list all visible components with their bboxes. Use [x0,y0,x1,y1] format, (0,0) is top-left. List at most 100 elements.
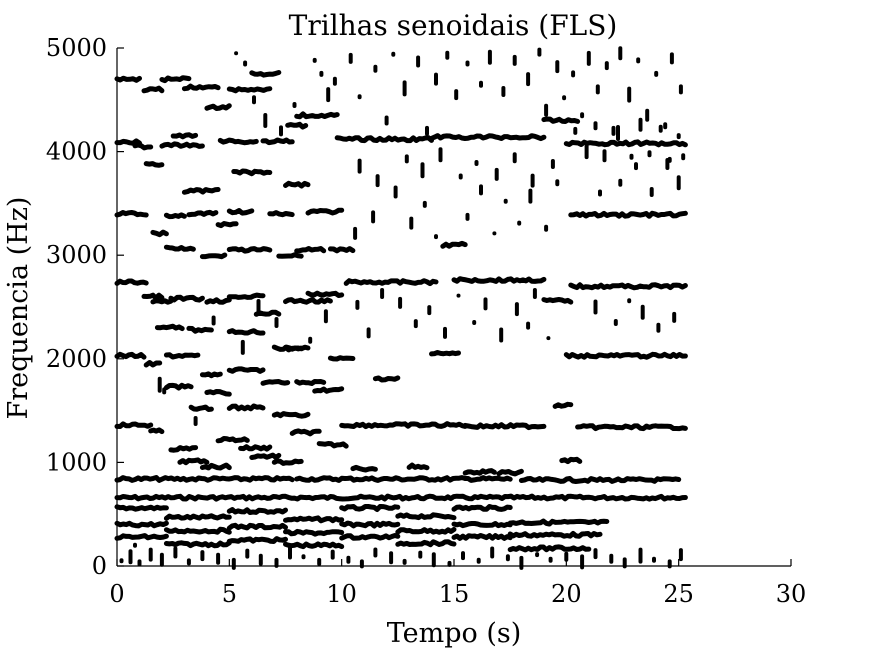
point-132 [618,46,622,60]
track-61 [315,389,342,392]
track-96 [286,183,309,186]
point-16 [331,550,335,560]
track-110 [263,140,292,143]
track-78 [308,293,342,295]
track-79 [346,281,436,284]
track-108 [220,140,256,143]
point-57 [443,327,447,339]
point-149 [668,157,672,163]
point-135 [645,109,649,122]
point-100 [513,152,517,163]
point-123 [544,104,548,117]
point-10 [245,549,249,559]
point-154 [252,95,256,104]
point-122 [537,48,541,57]
track-119 [162,78,189,81]
track-20 [117,536,166,539]
track-15 [286,531,342,534]
point-91 [677,175,681,190]
y-tick-label-0: 0 [92,552,107,580]
point-126 [571,70,575,77]
track-80 [454,279,544,282]
point-2 [138,559,142,566]
track-37 [292,431,319,434]
track-17 [398,529,454,532]
track-85 [166,215,184,217]
point-7 [200,550,204,561]
point-44 [194,416,198,426]
point-85 [555,179,559,186]
track-29 [151,430,162,432]
point-26 [477,558,481,564]
track-91 [229,211,252,214]
point-68 [627,298,631,303]
track-94 [270,213,292,215]
track-32 [202,465,229,468]
point-98 [475,160,479,166]
point-6 [187,558,191,565]
track-64 [432,353,459,354]
track-24 [342,536,398,539]
x-tick-label-0: 0 [109,580,124,608]
track-5 [166,516,229,519]
x-tick-label-1: 5 [222,580,237,608]
y-tick-label-1: 1000 [46,448,107,476]
track-92 [229,249,269,252]
point-155 [263,113,267,128]
point-78 [466,213,470,221]
point-39 [668,559,672,568]
track-10 [454,507,510,510]
track-54 [207,392,229,395]
chart-title: Trilhas senoidais (FLS) [289,9,618,42]
point-137 [663,122,667,129]
track-82 [571,285,686,288]
point-128 [587,51,591,66]
point-118 [488,50,492,65]
track-47 [578,426,686,429]
point-29 [519,556,523,570]
x-tick-label-5: 25 [663,580,694,608]
point-50 [324,309,328,323]
point-115 [454,89,458,100]
point-99 [495,168,499,181]
point-75 [409,217,413,230]
track-117 [117,78,140,80]
point-125 [562,95,566,100]
track-70 [171,297,203,300]
point-111 [416,56,420,68]
point-14 [302,554,306,559]
point-159 [326,87,330,102]
point-59 [472,320,476,325]
track-105 [162,144,203,147]
track-103 [135,145,151,148]
y-tick-label-3: 3000 [46,241,107,269]
track-41 [409,465,427,468]
track-69 [157,326,182,328]
track-1 [117,478,292,481]
track-106 [173,135,195,137]
point-21 [403,559,407,565]
point-73 [371,210,375,223]
x-tick-label-6: 30 [776,580,807,608]
point-117 [479,81,483,88]
track-4 [117,507,166,509]
track-86 [166,247,193,249]
point-1 [129,549,133,564]
point-34 [594,548,598,559]
track-121 [252,73,279,76]
track-113 [337,138,431,141]
point-87 [618,179,622,187]
x-tick-label-2: 10 [326,580,357,608]
track-40 [353,467,376,470]
point-151 [681,153,685,160]
point-3 [149,548,153,562]
track-52 [191,407,211,409]
track-34 [241,447,270,449]
track-8 [342,507,398,510]
track-62 [330,358,353,359]
track-50 [166,385,191,388]
point-146 [639,118,643,132]
y-tick-label-5: 5000 [46,34,107,62]
track-51 [166,355,198,357]
point-37 [639,548,643,564]
